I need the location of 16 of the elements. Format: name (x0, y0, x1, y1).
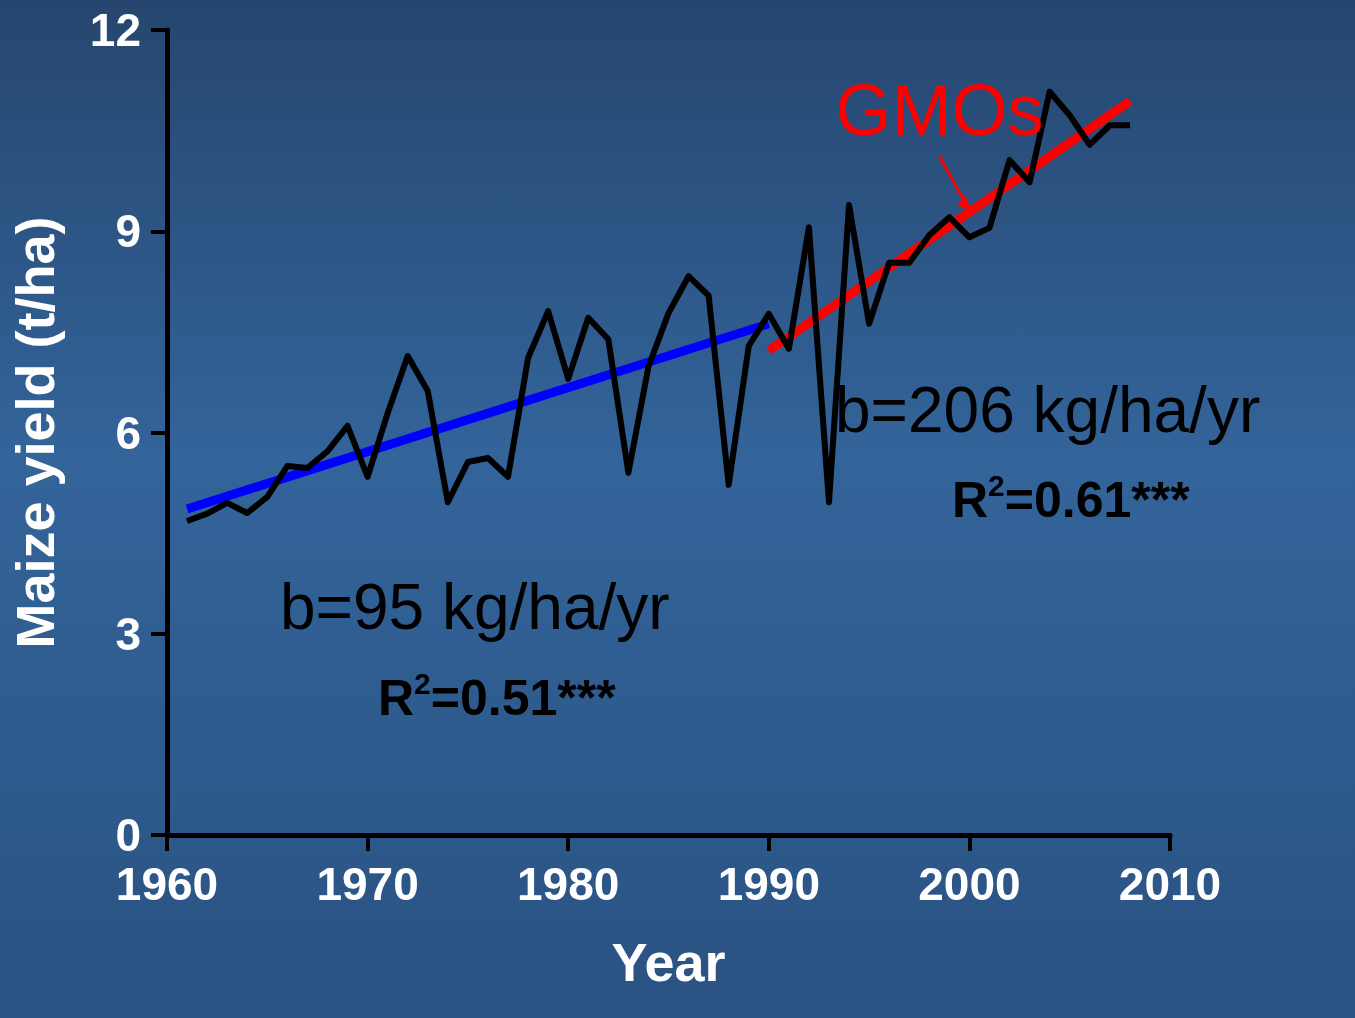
x-tick-label: 1990 (717, 858, 820, 910)
x-tick-label: 1970 (316, 858, 419, 910)
x-axis-title: Year (611, 932, 726, 992)
x-tick-label: 2000 (918, 858, 1021, 910)
y-tick-label: 9 (115, 205, 141, 258)
x-tick-label: 1960 (115, 858, 219, 910)
x-tick-label: 2010 (1118, 858, 1222, 910)
x-tick-label: 1980 (517, 858, 620, 910)
y-axis-title: Maize yield (t/ha) (5, 216, 65, 649)
y-tick-label: 6 (115, 406, 141, 459)
annotation: b=95 kg/ha/yr (280, 571, 670, 643)
annotation: b=206 kg/ha/yr (835, 374, 1261, 446)
annotation: GMOs (835, 70, 1044, 151)
y-tick-label: 0 (115, 809, 141, 861)
y-tick-label: 3 (115, 607, 141, 660)
y-tick-label: 12 (89, 4, 141, 56)
